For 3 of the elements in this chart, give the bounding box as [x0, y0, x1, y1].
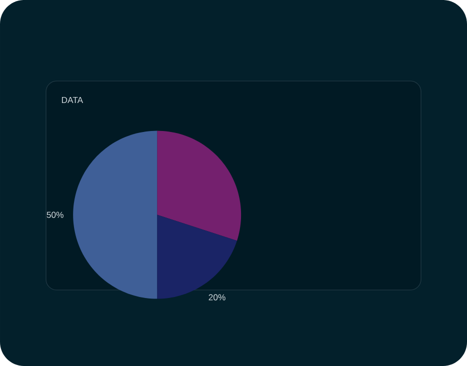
data-label: 50% [46, 212, 64, 218]
data-label: 20% [208, 294, 226, 300]
chart-title: DATA [62, 97, 84, 103]
